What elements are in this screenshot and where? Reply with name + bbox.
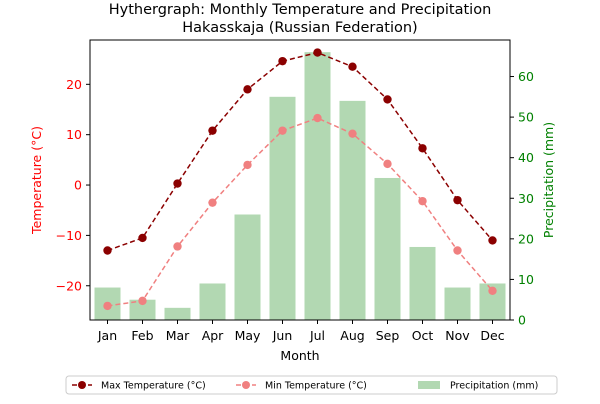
min-temperature-point	[488, 286, 497, 295]
max-temperature-point	[453, 195, 462, 205]
y-left-tick-label: −20	[56, 278, 82, 293]
precipitation-bar	[199, 283, 226, 320]
min-temperature-point	[418, 196, 427, 206]
x-tick-label: Jul	[309, 328, 325, 343]
y-axis-right-label: Precipitation (mm)	[541, 122, 556, 238]
y-left-tick-label: 10	[66, 127, 82, 142]
min-temperature-point	[348, 129, 357, 138]
precipitation-bar	[164, 307, 191, 320]
precipitation-bar	[304, 52, 331, 320]
max-temperature-point	[418, 144, 427, 153]
max-temperature-point	[173, 179, 182, 188]
y-right-tick-label: 0	[518, 313, 526, 328]
min-temperature-legend-marker	[242, 381, 250, 389]
min-temperature-legend-label: Min Temperature (°C)	[265, 381, 367, 392]
max-temperature-legend-marker	[78, 381, 86, 389]
x-tick-label: Feb	[131, 328, 153, 343]
x-tick-label: Jan	[97, 328, 117, 343]
min-temperature-point	[138, 296, 147, 306]
min-temperature-point	[453, 246, 462, 255]
max-temperature-point	[278, 56, 287, 66]
y-right-tick-label: 40	[518, 150, 534, 165]
min-temperature-point	[383, 159, 392, 169]
max-temperature-point	[243, 85, 252, 94]
x-tick-label: Mar	[166, 328, 190, 343]
y-left-tick-label: −10	[56, 228, 82, 243]
precipitation-legend-swatch	[418, 381, 440, 389]
legend-box	[65, 375, 558, 395]
min-temperature-line	[107, 117, 494, 307]
max-temperature-legend-label: Max Temperature (°C)	[101, 381, 206, 392]
chart-legend: Max Temperature (°C) Min Temperature (°C)…	[65, 375, 558, 395]
max-temperature-point	[103, 246, 112, 255]
max-temperature-point	[313, 48, 322, 57]
min-temperature-point	[278, 126, 287, 135]
precipitation-bar	[444, 287, 471, 320]
max-temperature-point	[348, 62, 357, 71]
min-temperature-point	[208, 198, 217, 207]
x-tick-label: Oct	[412, 328, 434, 343]
max-temperature-point	[208, 126, 217, 135]
plot-frame	[89, 39, 511, 321]
min-temperature-point	[313, 113, 322, 123]
x-tick-label: Apr	[202, 328, 224, 343]
x-tick-label: Dec	[480, 328, 504, 343]
y-right-tick-label: 50	[518, 110, 534, 125]
x-tick-label: Sep	[376, 328, 400, 343]
chart-title: Hythergraph: Monthly Temperature and Pre…	[109, 2, 492, 18]
y-right-tick-label: 20	[518, 231, 534, 246]
y-axis-left-label: Temperature (°C)	[29, 126, 44, 235]
y-right-tick-label: 30	[518, 191, 534, 206]
y-left-tick-label: 20	[66, 77, 82, 92]
min-temperature-point	[103, 301, 112, 311]
temperature-lines	[103, 48, 497, 311]
x-axis-label: Month	[280, 348, 319, 363]
x-tick-label: Jun	[272, 328, 293, 343]
x-tick-label: Aug	[340, 328, 364, 343]
x-tick-label: May	[235, 328, 261, 343]
x-tick-label: Nov	[445, 328, 470, 343]
max-temperature-point	[488, 236, 497, 245]
max-temperature-point	[383, 95, 392, 104]
chart-subtitle: Hakasskaja (Russian Federation)	[182, 20, 417, 36]
precipitation-legend-label: Precipitation (mm)	[450, 381, 538, 392]
y-right-tick-label: 60	[518, 69, 534, 84]
precipitation-bar	[374, 177, 401, 320]
precipitation-bar	[409, 246, 436, 320]
min-temperature-point	[173, 242, 182, 251]
max-temperature-point	[138, 233, 147, 243]
precipitation-bar	[234, 214, 261, 320]
precipitation-bar	[129, 299, 156, 320]
chart-axes: Jan Feb Mar Apr May Jun Jul Aug Sep Oct Nov Dec −20 −…	[56, 39, 534, 343]
y-left-tick-label: 0	[74, 178, 82, 193]
max-temperature-line	[107, 51, 494, 252]
min-temperature-point	[243, 160, 252, 170]
y-right-tick-label: 10	[518, 272, 534, 287]
